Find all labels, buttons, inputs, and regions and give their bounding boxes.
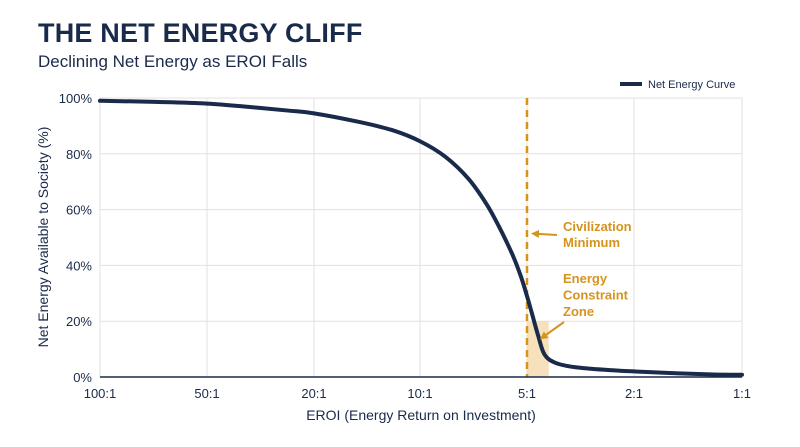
y-tick-label: 60% (66, 203, 92, 218)
constraint-arrow (539, 321, 565, 340)
x-tick-label: 50:1 (194, 386, 219, 401)
constraint-label-line: Zone (563, 304, 594, 319)
chart-title: THE NET ENERGY CLIFF (38, 18, 363, 48)
y-tick-label: 0% (73, 370, 92, 385)
legend: Net Energy Curve (620, 79, 735, 91)
x-axis-label: EROI (Energy Return on Investment) (306, 407, 536, 423)
x-tick-label: 100:1 (84, 386, 117, 401)
y-tick-label: 40% (66, 258, 92, 273)
series-layer (98, 98, 744, 377)
y-tick-label: 20% (66, 314, 92, 329)
legend-label: Net Energy Curve (648, 79, 735, 91)
x-tick-label: 20:1 (301, 386, 326, 401)
y-axis-label: Net Energy Available to Society (%) (35, 127, 51, 348)
y-tick-label: 80% (66, 147, 92, 162)
civilization-arrow (531, 229, 558, 238)
axes: 0% 20% 40% 60% 80% 100% 100:1 50:1 20:1 10:1 5:1 2:… (59, 91, 751, 401)
x-tick-label: 1:1 (733, 386, 751, 401)
y-tick-label: 100% (59, 91, 93, 106)
net-energy-curve (98, 98, 744, 377)
x-tick-label: 2:1 (625, 386, 643, 401)
chart-subtitle: Declining Net Energy as EROI Falls (38, 52, 308, 71)
civilization-label-line: Minimum (563, 235, 620, 250)
constraint-label-line: Energy (563, 271, 608, 286)
x-tick-label: 5:1 (518, 386, 536, 401)
x-tick-label: 10:1 (407, 386, 432, 401)
civilization-label-line: Civilization (563, 219, 632, 234)
constraint-label-line: Constraint (563, 288, 629, 303)
